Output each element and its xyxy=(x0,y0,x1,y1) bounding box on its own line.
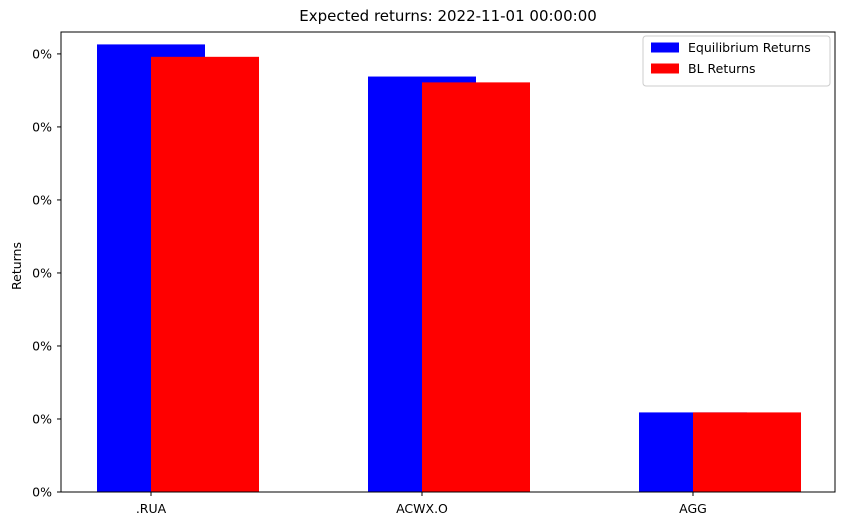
y-tick-label: 0% xyxy=(32,485,52,500)
x-tick-label: ACWX.O xyxy=(396,501,448,516)
y-axis-label: Returns xyxy=(9,242,24,290)
plot-frame xyxy=(60,31,836,493)
y-axis-ticks: 0% 0% 0% 0% 0% 0% 0% xyxy=(32,46,61,500)
y-tick-label: 0% xyxy=(32,192,52,207)
y-tick-label: 0% xyxy=(32,46,52,61)
y-tick-label: 0% xyxy=(32,265,52,280)
bar-bl-returns-acwxo xyxy=(422,82,530,492)
chart-title: Expected returns: 2022-11-01 00:00:00 xyxy=(299,7,597,25)
bar-bl-returns-agg xyxy=(693,412,801,492)
y-tick-label: 0% xyxy=(32,119,52,134)
bar-bl-returns-rua xyxy=(151,56,259,492)
x-tick-label: .RUA xyxy=(136,501,167,516)
y-tick-label: 0% xyxy=(32,411,52,426)
x-axis-ticks: .RUA ACWX.O AGG xyxy=(136,492,707,516)
legend-swatch xyxy=(651,42,679,53)
legend: Equilibrium Returns BL Returns xyxy=(642,35,831,87)
legend-label: BL Returns xyxy=(688,61,756,76)
legend-swatch xyxy=(651,63,679,74)
bars xyxy=(97,44,801,493)
legend-box xyxy=(642,35,831,87)
x-tick-label: AGG xyxy=(679,501,707,516)
legend-label: Equilibrium Returns xyxy=(688,40,811,55)
y-tick-label: 0% xyxy=(32,338,52,353)
